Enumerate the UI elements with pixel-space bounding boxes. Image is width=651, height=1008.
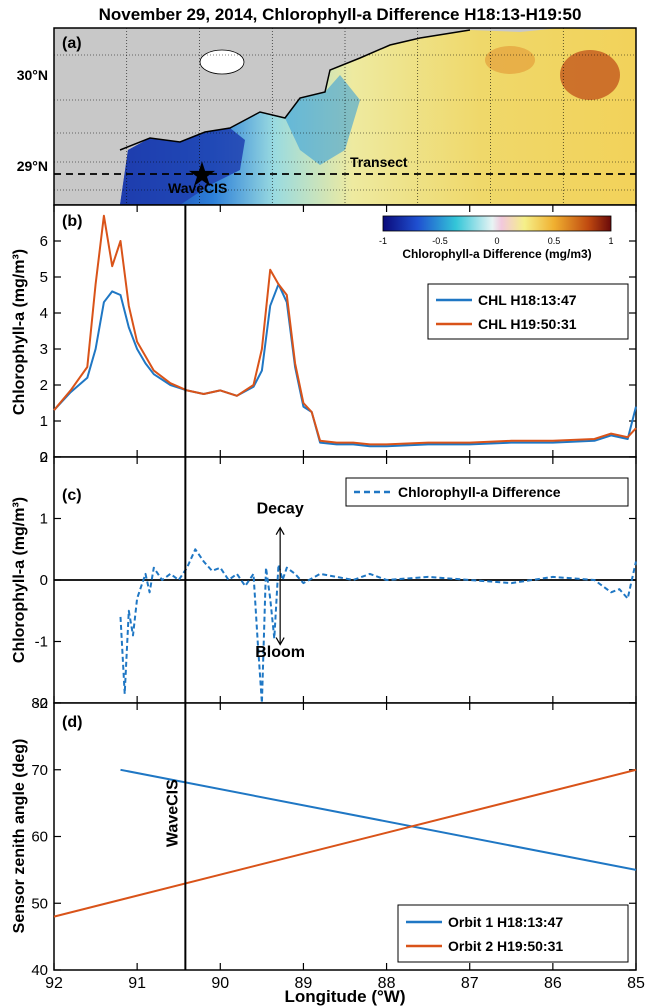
y-tick-label: 2: [40, 449, 48, 466]
series-line-0: [120, 768, 637, 871]
wavecis-star-icon: ★: [187, 155, 217, 195]
colorbar-label: Chlorophyll-a Difference (mg/m3): [402, 247, 591, 261]
y-tick-label: 4: [40, 305, 48, 322]
wavecis-vertical-label: WaveCIS: [164, 779, 181, 847]
x-tick-label: 90: [211, 975, 229, 992]
wavecis-map-label: WaveCIS: [168, 180, 227, 196]
lat-label-29: 29°N: [17, 158, 48, 174]
panel-c: (c) -2 -1 0 1 2 Chlorophyll-a (mg/m³) Chloro…: [11, 449, 637, 712]
panel-a-label: (a): [62, 35, 82, 52]
panel-d: (d) 40 50 60 70 80 Sensor zenith angle (deg)…: [11, 695, 637, 979]
colorbar-ticks: -1 -0.5 0 0.5 1: [379, 236, 614, 246]
panel-c-label: (c): [62, 487, 82, 504]
y-tick-label: 80: [31, 695, 48, 712]
panel-d-legend: Orbit 1 H18:13:47 Orbit 2 H19:50:31: [397, 904, 629, 963]
bloom-annotation: Bloom: [255, 644, 305, 661]
x-tick-label: 92: [45, 975, 63, 992]
panel-b-legend: CHL H18:13:47 CHL H19:50:31: [427, 283, 629, 340]
colorbar-tick-label: 0.5: [548, 236, 561, 246]
legend-chl-1: CHL H18:13:47: [478, 292, 577, 308]
panel-a-map: [54, 28, 636, 205]
panel-d-label: (d): [62, 714, 82, 731]
legend-chl-2: CHL H19:50:31: [478, 316, 577, 332]
y-tick-label: 40: [31, 962, 48, 979]
panel-b-label: (b): [62, 213, 82, 230]
legend-orbit-1: Orbit 1 H18:13:47: [448, 914, 563, 930]
decay-bloom-arrow: [275, 526, 285, 646]
panel-c-legend: Chlorophyll-a Difference: [345, 477, 629, 507]
colorbar-tick-label: -0.5: [432, 236, 448, 246]
series-line-1: [53, 214, 637, 446]
map-bloom-patch: [560, 50, 620, 100]
y-tick-label: 1: [40, 511, 48, 528]
x-axis-label: Longitude (°W): [284, 987, 405, 1006]
y-tick-label: 2: [40, 377, 48, 394]
map-inland-lake: [199, 49, 245, 75]
colorbar-tick-label: -1: [379, 236, 387, 246]
decay-annotation: Decay: [257, 501, 304, 518]
x-tick-label: 86: [544, 975, 562, 992]
map-grid: [54, 28, 636, 205]
panel-b: (b) 0 1 2 3 4 5 6 Chlorophyll-a (mg/m³) -1 -0.5…: [11, 204, 637, 466]
y-tick-label: 3: [40, 341, 48, 358]
panel-d-y-ticks: 40 50 60 70 80: [31, 695, 636, 979]
y-tick-label: 70: [31, 762, 48, 779]
y-tick-label: 1: [40, 413, 48, 430]
y-tick-label: -1: [35, 634, 48, 651]
y-tick-label: 0: [40, 449, 48, 466]
y-tick-label: 60: [31, 829, 48, 846]
colorbar-tick-label: 1: [608, 236, 613, 246]
x-tick-label: 87: [461, 975, 479, 992]
y-tick-label: 5: [40, 269, 48, 286]
panel-b-series: [53, 214, 637, 448]
map-coastline: [119, 29, 471, 151]
panel-c-series: [119, 548, 637, 704]
map-nearshore-blue: [120, 128, 245, 205]
panel-b-ylabel: Chlorophyll-a (mg/m³): [11, 249, 28, 415]
series-line-1: [53, 768, 637, 918]
panel-c-ylabel: Chlorophyll-a (mg/m³): [11, 497, 28, 663]
x-tick-label: 89: [295, 975, 313, 992]
map-bloom-patch-2: [485, 46, 535, 74]
colorbar-tick-label: 0: [494, 236, 499, 246]
legend-orbit-2: Orbit 2 H19:50:31: [448, 938, 563, 954]
x-tick-label: 88: [378, 975, 396, 992]
x-tick-label: 91: [128, 975, 146, 992]
panel-c-y-ticks: -2 -1 0 1 2: [35, 449, 636, 712]
legend-difference: Chlorophyll-a Difference: [398, 484, 561, 500]
arrow-head-down: [275, 637, 285, 646]
y-tick-label: 0: [40, 572, 48, 589]
arrow-head-up: [275, 526, 285, 536]
colorbar: [382, 215, 612, 232]
transect-label: Transect: [350, 154, 408, 170]
figure-title: November 29, 2014, Chlorophyll-a Differe…: [99, 5, 582, 24]
y-tick-label: 50: [31, 895, 48, 912]
x-axis-ticks: 92 91 90 89 88 87 86 85: [45, 205, 645, 992]
y-tick-label: -2: [35, 695, 48, 712]
panel-d-ylabel: Sensor zenith angle (deg): [11, 739, 28, 934]
series-line-0: [53, 283, 637, 448]
panel-d-series: [53, 768, 637, 918]
series-line-0: [119, 548, 637, 704]
y-tick-label: 6: [40, 233, 48, 250]
x-tick-label: 85: [627, 975, 645, 992]
lat-label-30: 30°N: [17, 67, 48, 83]
